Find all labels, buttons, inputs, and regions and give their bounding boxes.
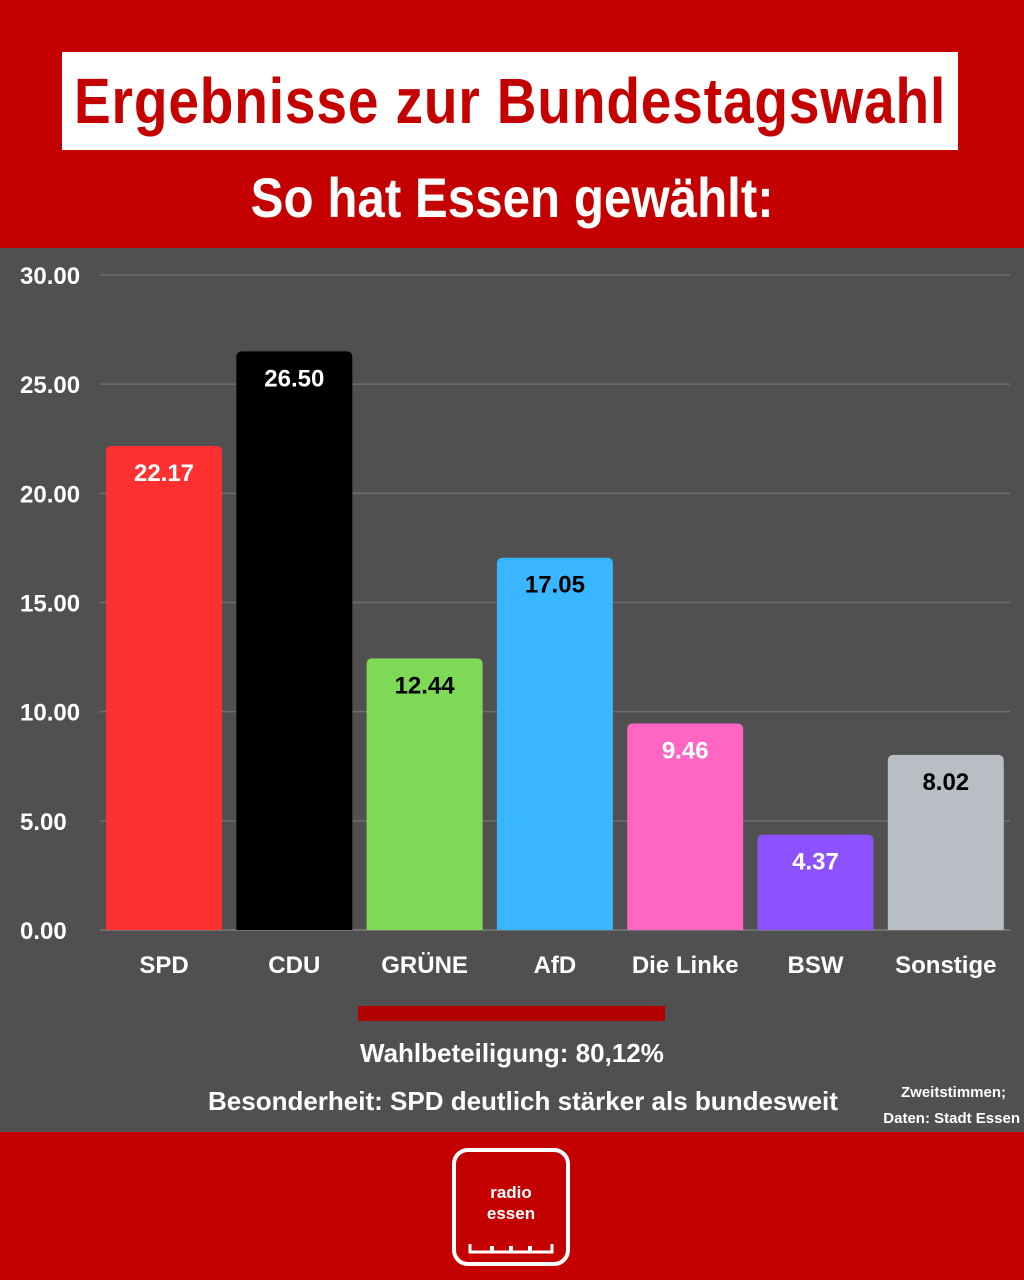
bar-cdu — [236, 351, 353, 931]
bar-spd — [106, 445, 222, 930]
value-label: 9.46 — [662, 737, 709, 764]
chart-area: 0.00 5.00 10.00 15.00 20.00 25.00 30.00 22.17 SP… — [0, 248, 1024, 1132]
category-label: SPD — [139, 952, 188, 979]
category-label: Die Linke — [632, 952, 739, 979]
source-line-2: Daten: Stadt Essen — [883, 1110, 1020, 1127]
page-title: Ergebnisse zur Bundestagswahl — [73, 65, 947, 137]
page-subtitle: So hat Essen gewählt: — [0, 165, 1024, 230]
bar-sonstige — [887, 754, 1004, 930]
logo-line-1: radio — [490, 1183, 532, 1202]
source-line-1: Zweitstimmen; — [900, 1084, 1006, 1101]
bar-die-linke — [627, 723, 744, 930]
header: Ergebnisse zur Bundestagswahl So hat Ess… — [0, 0, 1024, 248]
value-label: 17.05 — [525, 572, 585, 599]
value-label: 22.17 — [134, 460, 194, 487]
y-tick-label: 5.00 — [20, 809, 67, 836]
y-tick-label: 10.00 — [20, 700, 80, 727]
bar-afd — [496, 557, 613, 930]
bar-chart: 0.00 5.00 10.00 15.00 20.00 25.00 30.00 22.17 SP… — [20, 263, 1010, 979]
divider-bar — [358, 1006, 665, 1021]
value-label: 12.44 — [395, 672, 456, 699]
subtitle-text: So hat Essen gewählt: — [250, 166, 774, 229]
title-box: Ergebnisse zur Bundestagswahl — [62, 52, 958, 150]
value-label: 26.50 — [264, 365, 324, 392]
footer: radio essen — [0, 1132, 1024, 1280]
category-label: Sonstige — [895, 952, 996, 979]
note-text: Besonderheit: SPD deutlich stärker als b… — [208, 1086, 838, 1116]
logo-dots-icon — [468, 1244, 554, 1254]
y-tick-label: 25.00 — [20, 372, 80, 399]
category-label: AfD — [534, 952, 577, 979]
logo-line-2: essen — [486, 1204, 536, 1223]
y-tick-label: 20.00 — [20, 481, 80, 508]
bar-grüne — [366, 658, 483, 930]
value-label: 8.02 — [922, 769, 969, 796]
y-tick-label: 15.00 — [20, 591, 80, 618]
y-tick-label: 0.00 — [20, 918, 67, 945]
turnout-text: Wahlbeteiligung: 80,12% — [360, 1038, 664, 1068]
category-label: GRÜNE — [381, 952, 468, 979]
value-label: 4.37 — [792, 849, 839, 876]
category-label: BSW — [788, 952, 844, 979]
bar-bsw — [757, 834, 874, 930]
category-label: CDU — [268, 952, 320, 979]
radio-essen-logo: radio essen — [452, 1148, 570, 1266]
y-tick-label: 30.00 — [20, 263, 80, 290]
